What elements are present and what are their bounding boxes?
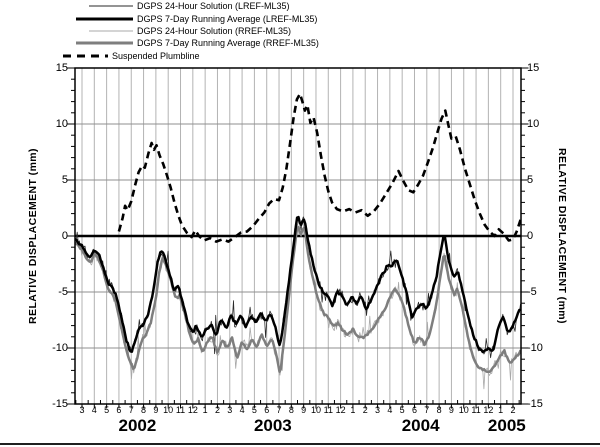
legend-label: DGPS 7-Day Running Average (RREF-ML35) [137,38,319,49]
y-tick-label-left: 0 [61,229,68,242]
y-tick-label-right: 0 [527,229,534,242]
y-axis-title-right: RELATIVE DISPLACEMENT (mm) [556,148,568,324]
data-series [75,92,521,390]
legend-label: DGPS 24-Hour Solution (RREF-ML35) [137,25,292,36]
x-month-label: 1 [498,405,504,415]
x-month-label: 5 [399,405,405,415]
x-month-label: 11 [323,405,333,415]
x-month-label: 4 [91,405,97,415]
y-tick-label-right: -5 [527,285,537,298]
y-axis-title-left: RELATIVE DISPLACEMENT (mm) [27,148,39,324]
x-month-label: 6 [411,405,417,415]
series-plumb [117,92,521,243]
legend-label: DGPS 24-Hour Solution (LREF-ML35) [137,1,290,12]
y-tick-label-left: -15 [52,397,68,410]
x-month-label: 4 [239,405,245,415]
x-month-label: 12 [483,405,494,415]
plot-frame [74,67,522,405]
y-tick-label-left: -5 [58,285,68,298]
x-month-label: 12 [187,405,198,415]
x-month-label: 7 [276,405,282,415]
x-month-label: 9 [448,405,454,415]
legend-line-thin-gray-icon [63,25,133,37]
x-month-label: 8 [436,405,442,415]
series-rref7 [75,225,521,374]
y-tick-label-left: 10 [55,117,68,130]
legend-row: DGPS 24-Hour Solution (RREF-ML35) [63,25,319,37]
legend-line-thick-black-icon [63,13,133,25]
legend-label: Suspended Plumbline [112,50,200,61]
x-month-label: 5 [251,405,257,415]
x-month-label: 12 [335,405,346,415]
x-month-label: 2 [510,405,516,415]
y-tick-label-left: 15 [55,61,68,74]
x-month-label: 6 [116,405,122,415]
x-year-label: 2002 [118,416,157,435]
x-month-label: 2 [362,405,368,415]
y-tick-label-right: 15 [527,61,540,74]
y-tick-label-left: -10 [52,341,68,354]
x-month-label: 10 [163,405,174,415]
series-lref7 [75,215,521,354]
y-tick-label-right: 5 [527,173,534,186]
x-year-label: 2004 [401,416,440,435]
x-month-label: 7 [128,405,134,415]
x-month-label: 9 [301,405,307,415]
legend-row: Suspended Plumbline [63,50,319,62]
legend-label: DGPS 7-Day Running Average (LREF-ML35) [137,13,318,24]
x-month-label: 11 [471,405,481,415]
y-tick-label-right: 10 [527,117,540,130]
x-month-label: 8 [288,405,294,415]
legend-row: DGPS 24-Hour Solution (LREF-ML35) [63,0,319,12]
x-month-label: 1 [202,405,208,415]
x-month-label: 1 [350,405,356,415]
x-month-label: 10 [458,405,469,415]
y-tick-label-left: 5 [61,173,68,186]
x-month-label: 3 [227,405,233,415]
legend-line-thin-black-icon [63,0,133,12]
legend-line-dash-black-icon [63,50,108,62]
y-tick-label-right: -10 [527,341,543,354]
x-month-label: 3 [375,405,381,415]
x-year-label: 2005 [487,416,526,435]
x-month-label: 3 [79,405,85,415]
series-rref24 [75,219,521,390]
x-month-label: 10 [310,405,321,415]
legend-line-thick-gray-icon [63,37,133,49]
figure-bottom-rule [0,443,600,445]
x-year-label: 2003 [253,416,292,435]
x-month-label: 6 [264,405,270,415]
x-month-label: 8 [141,405,147,415]
x-month-label: 11 [175,405,186,415]
x-month-label: 2 [214,405,220,415]
x-month-label: 4 [387,405,393,415]
x-month-label: 5 [104,405,110,415]
legend-row: DGPS 7-Day Running Average (LREF-ML35) [63,12,319,24]
legend: DGPS 24-Hour Solution (LREF-ML35) DGPS 7-… [63,0,319,62]
legend-row: DGPS 7-Day Running Average (RREF-ML35) [63,37,319,49]
x-month-label: 7 [424,405,430,415]
series-lref24 [75,216,521,359]
y-tick-label-right: -15 [527,397,543,410]
x-month-label: 9 [153,405,159,415]
